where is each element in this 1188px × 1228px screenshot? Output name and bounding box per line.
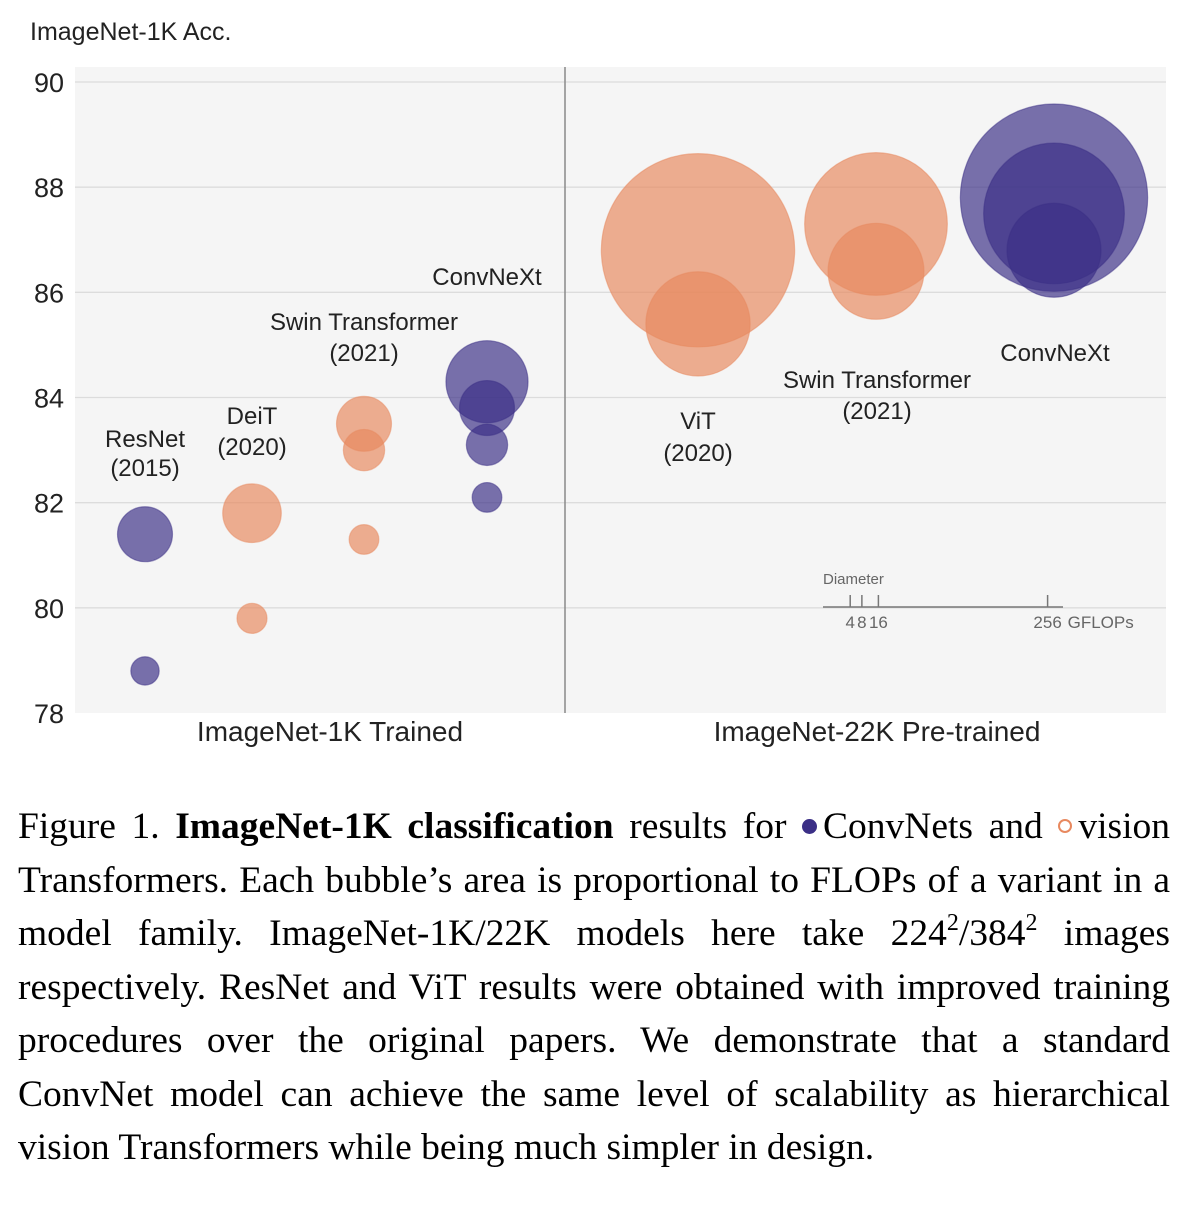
figure-label: Figure 1. bbox=[18, 806, 160, 847]
family-label-year: (2020) bbox=[217, 434, 286, 461]
transformer-marker-icon bbox=[1058, 819, 1073, 834]
family-label-year: (2015) bbox=[110, 455, 179, 482]
caption-text: images respectively. ResNet and ViT resu… bbox=[18, 913, 1170, 1168]
bubble-convnext bbox=[465, 423, 509, 467]
size-legend-unit: GFLOPs bbox=[1068, 613, 1134, 632]
caption-text: results for bbox=[613, 806, 803, 847]
bubble-vit bbox=[645, 271, 751, 377]
bubble-resnet bbox=[130, 656, 160, 686]
caption-title: ImageNet-1K classification bbox=[175, 806, 614, 847]
size-legend-tick-label: 4 bbox=[845, 613, 854, 632]
size-legend-title: Diameter bbox=[823, 571, 884, 588]
y-tick-label: 78 bbox=[34, 699, 64, 729]
bubble-swin-transformer bbox=[342, 428, 386, 472]
y-tick-label: 82 bbox=[34, 489, 64, 519]
family-label-name: ViT bbox=[680, 408, 716, 435]
convnet-marker-icon bbox=[802, 818, 818, 834]
caption-convnet-label: ConvNets and bbox=[823, 806, 1043, 847]
family-label-name: ResNet bbox=[105, 426, 185, 453]
bubble-deit bbox=[222, 483, 282, 544]
y-axis-label: ImageNet-1K Acc. bbox=[30, 18, 231, 46]
bubble-convnext bbox=[1006, 202, 1102, 298]
figure-caption: Figure 1. ImageNet-1K classification res… bbox=[18, 800, 1170, 1175]
size-legend-tick-label: 8 bbox=[857, 613, 866, 632]
y-tick-label: 86 bbox=[34, 278, 64, 308]
panel-label-22k: ImageNet-22K Pre-trained bbox=[714, 716, 1041, 747]
size-legend-tick-label: 256 bbox=[1033, 613, 1061, 632]
y-tick-label: 88 bbox=[34, 173, 64, 203]
bubble-swin-transformer bbox=[827, 222, 925, 320]
family-labels: ResNet(2015) DeiT (2020) Swin Transformer (2… bbox=[105, 264, 1110, 482]
panel-label-1k: ImageNet-1K Trained bbox=[197, 716, 463, 747]
bubble-convnext bbox=[471, 481, 503, 513]
y-tick-label: 80 bbox=[34, 594, 64, 624]
family-label-name: DeiT bbox=[227, 403, 278, 430]
family-label-year: (2021) bbox=[842, 398, 911, 425]
y-tick-label: 90 bbox=[34, 68, 64, 98]
superscript: 2 bbox=[946, 909, 959, 936]
bubble-resnet bbox=[116, 506, 174, 563]
bubbles bbox=[116, 103, 1149, 686]
bubble-chart: 78 80 82 84 86 88 90 ImageNet-1K Acc. ImageNet… bbox=[30, 18, 1166, 747]
bubble-deit bbox=[236, 602, 268, 634]
family-label-year: (2020) bbox=[663, 440, 732, 467]
caption-text: /384 bbox=[958, 913, 1026, 954]
family-label-name: Swin Transformer bbox=[270, 309, 458, 336]
family-label-name: ConvNeXt bbox=[1000, 340, 1110, 367]
y-axis-ticks: 78 80 82 84 86 88 90 bbox=[34, 68, 64, 729]
size-legend: Diameter 4 8 16 256 GFLOPs bbox=[823, 571, 1134, 632]
y-tick-label: 84 bbox=[34, 384, 64, 414]
family-label-name: ConvNeXt bbox=[432, 264, 542, 291]
bubble-swin-transformer bbox=[348, 524, 380, 555]
caption-transformer-text: vision Transformers. Each bubble’s area … bbox=[18, 806, 1171, 954]
superscript: 2 bbox=[1025, 909, 1038, 936]
family-label-name: Swin Transformer bbox=[783, 367, 971, 394]
size-legend-tick-label: 16 bbox=[869, 613, 888, 632]
family-label-year: (2021) bbox=[329, 340, 398, 367]
